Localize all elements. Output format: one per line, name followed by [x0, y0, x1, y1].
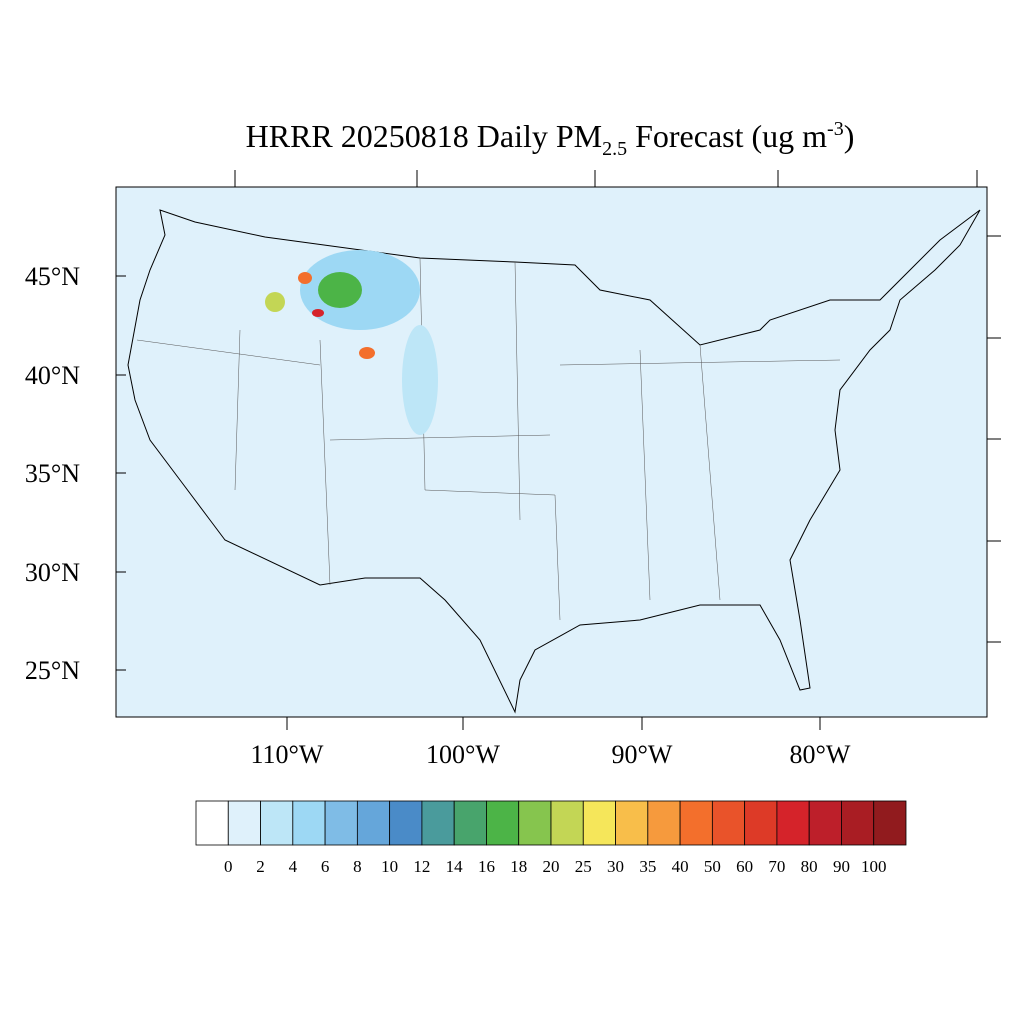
colorbar-box — [227, 800, 261, 846]
colorbar-box — [518, 800, 552, 846]
colorbar-box — [292, 800, 326, 846]
colorbar-box — [582, 800, 616, 846]
colorbar-box — [195, 800, 229, 846]
colorbar-label: 8 — [353, 857, 362, 876]
colorbar-label: 16 — [478, 857, 495, 876]
lat-label: 25°N — [25, 656, 80, 685]
colorbar-box — [356, 800, 391, 846]
title-end: ) — [844, 118, 855, 154]
plume — [265, 292, 285, 312]
plume — [402, 325, 438, 435]
colorbar-label: 60 — [736, 857, 753, 876]
plume — [312, 309, 324, 317]
colorbar-box — [776, 800, 810, 846]
colorbar-label: 0 — [224, 857, 233, 876]
colorbar-label: 40 — [672, 857, 689, 876]
plume — [359, 347, 375, 359]
title-main: HRRR 20250818 Daily PM — [246, 118, 602, 154]
smoke-plumes — [265, 250, 438, 435]
colorbar-label: 80 — [801, 857, 818, 876]
title-sub: 2.5 — [602, 138, 627, 160]
us-outline — [127, 209, 981, 714]
colorbar-box — [744, 800, 778, 846]
colorbar-label: 2 — [256, 857, 265, 876]
colorbar-label: 35 — [639, 857, 656, 876]
lon-label: 100°W — [426, 740, 500, 769]
colorbar-label: 10 — [381, 857, 398, 876]
colorbar-label: 20 — [543, 857, 560, 876]
colorbar-label: 18 — [510, 857, 527, 876]
colorbar-box — [453, 800, 487, 846]
colorbar-box — [808, 800, 842, 846]
title: HRRR 20250818 Daily PM2.5 Forecast (ug m… — [246, 118, 855, 160]
colorbar-label: 30 — [607, 857, 624, 876]
colorbar-box — [324, 800, 358, 846]
coastline — [127, 209, 981, 714]
lat-label: 40°N — [25, 361, 80, 390]
colorbar-box — [421, 800, 455, 846]
title-sup: -3 — [827, 118, 844, 140]
colorbar-box — [615, 800, 649, 846]
colorbar-box — [389, 800, 423, 846]
lon-label: 80°W — [790, 740, 851, 769]
lon-label: 110°W — [251, 740, 324, 769]
colorbar-box — [550, 800, 584, 846]
colorbar-label: 4 — [289, 857, 298, 876]
colorbar-label: 12 — [413, 857, 430, 876]
colorbar-box — [841, 800, 875, 846]
lat-label: 45°N — [25, 262, 80, 291]
colorbar-box — [486, 800, 520, 846]
colorbar-box — [679, 800, 713, 846]
colorbar-box — [260, 800, 294, 846]
colorbar-label: 25 — [575, 857, 592, 876]
colorbar-box — [711, 800, 746, 846]
lat-label: 30°N — [25, 558, 80, 587]
colorbar-label: 14 — [446, 857, 464, 876]
colorbar-box — [647, 800, 681, 846]
colorbar-label: 6 — [321, 857, 330, 876]
lat-label: 35°N — [25, 459, 80, 488]
colorbar-label: 70 — [768, 857, 785, 876]
map-frame — [115, 186, 988, 718]
lon-label: 90°W — [612, 740, 673, 769]
colorbar-label: 100 — [861, 857, 887, 876]
colorbar-box — [873, 800, 907, 846]
plume — [298, 272, 312, 284]
colorbar-label: 50 — [704, 857, 721, 876]
plume — [318, 272, 362, 308]
colorbar-label: 90 — [833, 857, 850, 876]
title-rest: Forecast (ug m — [627, 118, 827, 154]
